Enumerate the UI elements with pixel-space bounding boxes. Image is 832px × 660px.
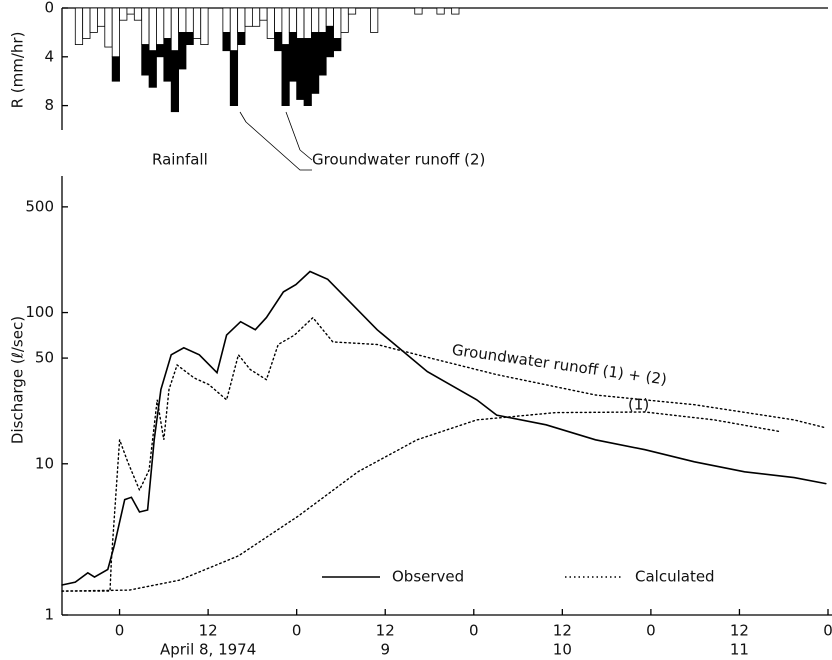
bar <box>318 32 327 76</box>
y-tick-label: 10 <box>35 454 54 472</box>
series-label: Rainfall <box>152 151 208 169</box>
bar <box>126 7 135 15</box>
bar <box>259 7 268 21</box>
bar <box>200 7 209 45</box>
bar <box>156 7 165 45</box>
bar <box>156 44 165 58</box>
x-tick-label: 0 <box>823 622 832 640</box>
x-tick-label: 0 <box>469 622 479 640</box>
line-series <box>61 316 827 592</box>
bar <box>333 38 342 52</box>
bar <box>436 7 445 15</box>
bar <box>82 7 91 39</box>
x-tick-label: 12 <box>553 622 572 640</box>
bar <box>185 32 194 46</box>
annotation: Groundwater runoff (1) + (2) <box>451 341 668 389</box>
bar <box>325 25 334 58</box>
bar <box>133 7 143 21</box>
legend-label: Calculated <box>635 568 715 586</box>
date-label: 11 <box>730 641 749 659</box>
bar <box>111 7 120 58</box>
y-tick-label: 500 <box>25 197 54 215</box>
x-tick-label: 0 <box>292 622 302 640</box>
bar <box>222 7 231 33</box>
bar <box>74 7 84 45</box>
bar <box>170 50 179 113</box>
bar <box>148 7 157 52</box>
bar <box>111 56 120 82</box>
bar <box>222 32 231 52</box>
bar <box>333 7 342 39</box>
bar <box>274 7 283 33</box>
bar <box>288 7 298 33</box>
bar <box>340 7 349 33</box>
bar <box>119 7 128 21</box>
bar <box>237 32 246 46</box>
bar <box>229 50 239 107</box>
bar <box>311 7 320 33</box>
legend-label: Observed <box>392 568 464 586</box>
bar <box>163 7 172 39</box>
bar <box>347 7 357 15</box>
bar <box>163 38 172 82</box>
bar <box>311 32 320 94</box>
x-tick-label: 12 <box>376 622 395 640</box>
bar <box>89 7 98 33</box>
bar <box>414 7 423 15</box>
bar <box>141 44 150 76</box>
date-label: April 8, 1974 <box>160 641 256 659</box>
y-tick-label: 0 <box>44 0 54 17</box>
bar <box>244 7 253 27</box>
bar <box>251 7 261 27</box>
series-label: Groundwater runoff (2) <box>312 151 485 169</box>
bar <box>178 32 187 70</box>
leader-lines <box>239 111 313 171</box>
bar <box>266 7 275 39</box>
bar <box>185 7 194 33</box>
y-tick-label: 1 <box>44 606 54 624</box>
bar <box>288 32 298 82</box>
annotation: (1) <box>628 396 649 414</box>
bar <box>141 7 150 45</box>
bar <box>296 7 305 39</box>
x-tick-label: 12 <box>199 622 218 640</box>
y-tick-label: 4 <box>44 47 54 65</box>
bar <box>281 7 290 45</box>
y-tick-label: 8 <box>44 96 54 114</box>
x-tick-label: 0 <box>115 622 125 640</box>
x-tick-label: 0 <box>646 622 656 640</box>
bar <box>281 44 290 106</box>
bar <box>318 7 327 33</box>
bar <box>192 7 202 39</box>
bar <box>237 7 246 33</box>
y-tick-label: 50 <box>35 349 54 367</box>
line-series <box>61 270 827 586</box>
y-tick-label: 100 <box>25 303 54 321</box>
y-axis-label: Discharge (ℓ/sec) <box>9 316 27 444</box>
bar <box>148 50 157 88</box>
bar <box>104 7 113 48</box>
bar <box>296 38 305 100</box>
bar <box>178 7 187 33</box>
line-series <box>61 411 782 592</box>
bar <box>370 7 379 33</box>
bar <box>97 7 106 27</box>
date-label: 9 <box>380 641 390 659</box>
bar <box>451 7 460 15</box>
bar <box>303 7 312 39</box>
bar <box>170 7 179 52</box>
bar <box>303 38 312 106</box>
date-label: 10 <box>553 641 572 659</box>
bar <box>229 7 239 52</box>
y-axis-label: R (mm/hr) <box>9 32 27 109</box>
bar <box>325 7 334 27</box>
bar <box>274 32 283 52</box>
x-tick-label: 12 <box>730 622 749 640</box>
